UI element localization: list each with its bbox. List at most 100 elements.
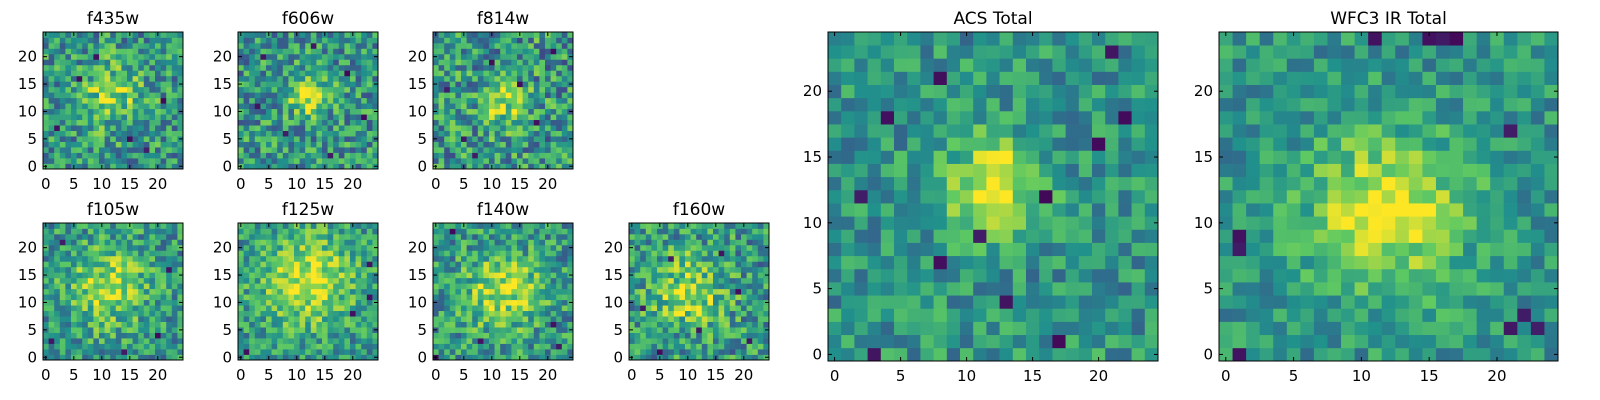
heatmap-cell <box>494 114 501 121</box>
heatmap-cell <box>438 70 445 77</box>
heatmap-cell <box>93 125 100 131</box>
heatmap-cell <box>567 97 574 104</box>
heatmap-cell <box>1131 321 1146 336</box>
heatmap-cell <box>160 283 167 290</box>
heatmap-cell <box>65 86 72 93</box>
heatmap-cell <box>48 48 55 55</box>
heatmap-cell <box>54 147 61 153</box>
heatmap-cell <box>266 92 272 99</box>
heatmap-cell <box>438 305 445 312</box>
heatmap-cell <box>696 354 703 361</box>
heatmap-cell <box>322 233 328 240</box>
heatmap-cell <box>121 239 128 246</box>
heatmap-cell <box>149 277 156 284</box>
heatmap-cell <box>127 130 133 137</box>
heatmap-cell <box>271 86 278 93</box>
heatmap-cell <box>472 305 479 312</box>
heatmap-cell <box>288 321 295 328</box>
heatmap-cell <box>361 59 368 66</box>
heatmap-cell <box>93 64 100 71</box>
heatmap-cell <box>361 64 368 71</box>
heatmap-cell <box>366 354 373 361</box>
heatmap-cell <box>344 32 351 38</box>
heatmap-cell <box>76 103 83 110</box>
heatmap-cell <box>433 147 439 153</box>
heatmap-cell <box>160 299 167 306</box>
heatmap-cell <box>132 108 139 115</box>
heatmap-cell <box>545 92 551 99</box>
y-tick-label: 20 <box>408 239 427 257</box>
heatmap-cell <box>505 305 512 312</box>
heatmap-cell <box>511 288 518 295</box>
heatmap-cell <box>556 327 563 333</box>
heatmap-cell <box>82 152 89 159</box>
heatmap-cell <box>115 141 122 148</box>
heatmap-cell <box>444 272 451 279</box>
heatmap-cell <box>449 321 456 328</box>
heatmap-cell <box>249 37 256 44</box>
heatmap-cell <box>438 233 445 240</box>
heatmap-cell <box>288 327 295 333</box>
heatmap-cell <box>260 86 267 93</box>
heatmap-cell <box>444 59 451 66</box>
heatmap-cell <box>718 277 725 284</box>
heatmap-cell <box>166 136 173 142</box>
heatmap-cell <box>266 349 272 355</box>
heatmap-cell <box>550 59 557 66</box>
heatmap-cell <box>87 343 94 350</box>
heatmap-cell <box>132 70 139 77</box>
heatmap-cell <box>82 332 89 339</box>
heatmap-cell <box>696 277 703 284</box>
heatmap-cell <box>477 108 484 115</box>
heatmap-cell <box>87 75 94 82</box>
heatmap-cell <box>260 92 267 99</box>
heatmap-cell <box>1052 321 1066 336</box>
heatmap-cell <box>138 48 145 55</box>
heatmap-cell <box>1065 229 1080 243</box>
heatmap-cell <box>338 70 345 77</box>
heatmap-cell <box>920 216 934 230</box>
heatmap-cell <box>449 244 456 251</box>
heatmap-cell <box>143 136 150 142</box>
heatmap-cell <box>288 86 295 93</box>
heatmap-cell <box>48 108 55 115</box>
heatmap-cell <box>528 255 535 262</box>
heatmap-cell <box>444 294 451 301</box>
heatmap-cell <box>316 343 323 350</box>
heatmap-cell <box>238 59 244 66</box>
heatmap-cell <box>249 250 256 257</box>
heatmap-cell <box>260 349 267 355</box>
heatmap-cell <box>333 32 340 38</box>
heatmap-cell <box>294 294 300 301</box>
heatmap-cell <box>249 163 256 170</box>
heatmap-cell <box>59 125 66 131</box>
heatmap-cell <box>48 261 55 268</box>
heatmap-cell <box>483 42 490 49</box>
heatmap-cell <box>110 163 117 170</box>
heatmap-cell <box>288 42 295 49</box>
heatmap-cell <box>556 130 563 137</box>
heatmap-cell <box>344 239 351 246</box>
heatmap-cell <box>461 261 467 268</box>
heatmap-cell <box>545 152 551 159</box>
heatmap-cell <box>556 310 563 317</box>
heatmap-cell <box>973 242 987 257</box>
heatmap-cell <box>327 114 334 121</box>
heatmap-cell <box>433 158 439 164</box>
heatmap-cell <box>305 37 312 44</box>
heatmap-cell <box>54 141 61 148</box>
heatmap-cell <box>455 42 462 49</box>
heatmap-cell <box>713 338 719 344</box>
heatmap-cell <box>729 233 736 240</box>
heatmap-cell <box>517 277 523 284</box>
heatmap-cell <box>920 295 934 309</box>
heatmap-cell <box>294 338 300 344</box>
heatmap-cell <box>561 272 568 279</box>
heatmap-cell <box>679 294 686 301</box>
heatmap-cell <box>333 141 340 148</box>
heatmap-cell <box>155 48 161 55</box>
heatmap-cell <box>87 32 94 38</box>
heatmap-cell <box>1105 216 1119 230</box>
heatmap-cell <box>455 349 462 355</box>
heatmap-cell <box>461 75 467 82</box>
